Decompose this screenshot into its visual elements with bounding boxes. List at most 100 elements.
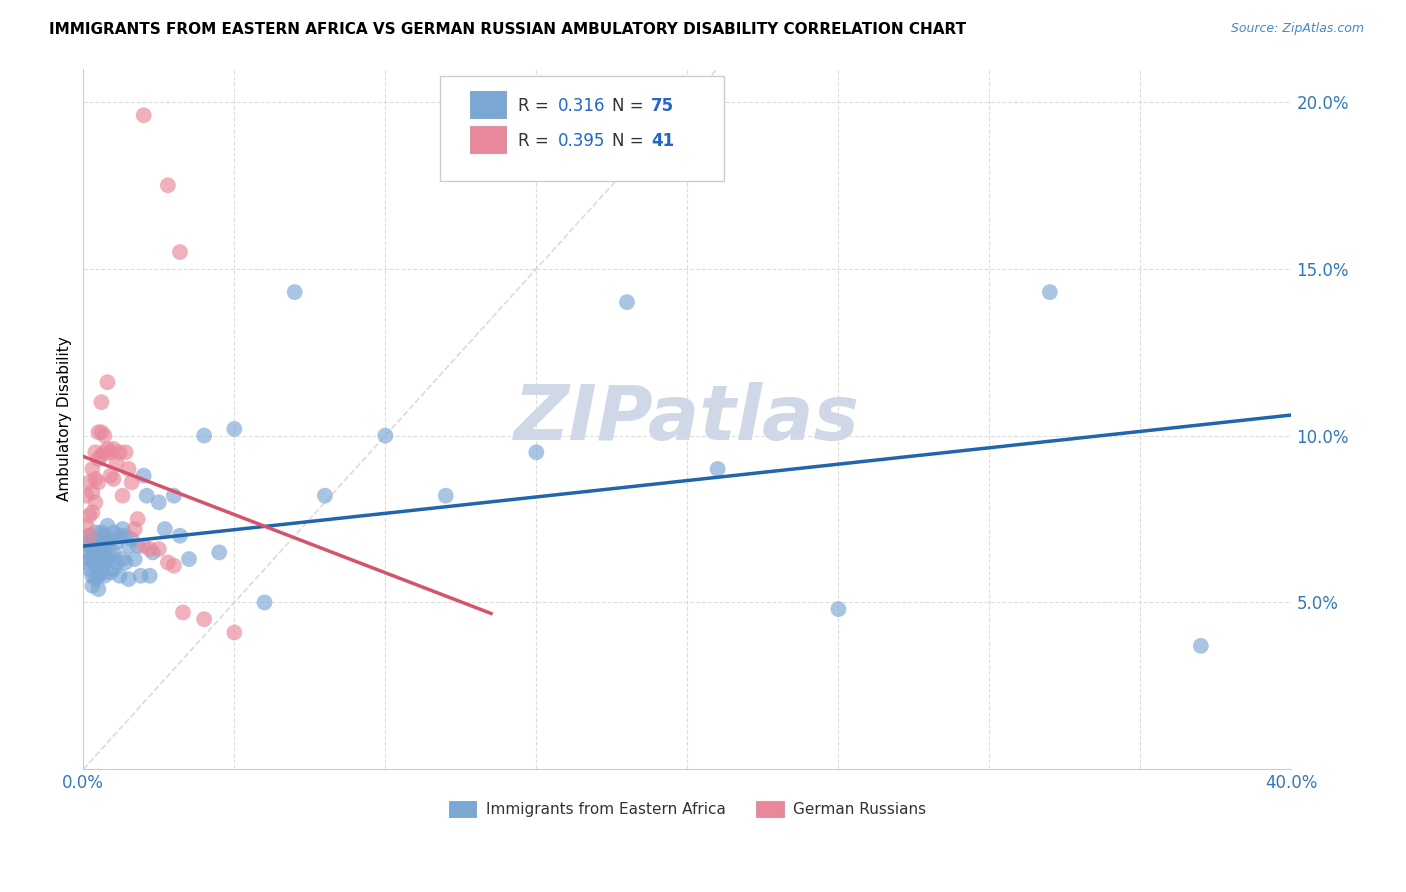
Point: [79, 552, 101, 566]
Point: [87, 568, 110, 582]
Point: [90, 552, 112, 566]
Point: [117, 539, 139, 553]
Point: [84, 525, 107, 540]
Point: [148, 495, 170, 509]
Legend: Immigrants from Eastern Africa, German Russians: Immigrants from Eastern Africa, German R…: [441, 794, 934, 825]
Point: [103, 525, 125, 540]
Point: [148, 542, 170, 557]
Point: [117, 462, 139, 476]
Point: [124, 522, 146, 536]
Point: [84, 558, 107, 573]
Point: [135, 489, 157, 503]
Point: [108, 568, 131, 582]
Point: [90, 525, 112, 540]
Point: [177, 552, 200, 566]
Point: [193, 428, 215, 442]
Point: [82, 532, 104, 546]
Point: [75, 518, 97, 533]
Point: [79, 539, 101, 553]
Point: [132, 468, 155, 483]
Text: Source: ZipAtlas.com: Source: ZipAtlas.com: [1230, 22, 1364, 36]
Text: R =: R =: [519, 96, 554, 115]
Point: [153, 522, 176, 536]
Point: [100, 532, 122, 546]
Point: [163, 558, 186, 573]
Text: 41: 41: [651, 132, 675, 150]
Point: [87, 532, 110, 546]
Text: N =: N =: [613, 132, 650, 150]
Point: [139, 568, 162, 582]
Point: [96, 375, 118, 389]
Point: [169, 529, 191, 543]
Point: [84, 572, 107, 586]
Point: [82, 485, 104, 500]
Point: [93, 445, 115, 459]
Point: [93, 555, 115, 569]
Point: [142, 545, 165, 559]
Point: [129, 568, 152, 582]
Text: IMMIGRANTS FROM EASTERN AFRICA VS GERMAN RUSSIAN AMBULATORY DISABILITY CORRELATI: IMMIGRANTS FROM EASTERN AFRICA VS GERMAN…: [49, 22, 966, 37]
Point: [111, 552, 134, 566]
Point: [96, 535, 118, 549]
Text: R =: R =: [519, 132, 554, 150]
Point: [121, 532, 143, 546]
Point: [114, 555, 136, 569]
Point: [103, 545, 125, 559]
Point: [82, 552, 104, 566]
FancyBboxPatch shape: [440, 76, 724, 181]
Point: [156, 555, 179, 569]
Point: [105, 535, 128, 549]
Point: [90, 425, 112, 440]
Point: [79, 529, 101, 543]
Point: [93, 568, 115, 582]
Point: [103, 442, 125, 456]
FancyBboxPatch shape: [470, 91, 506, 118]
Point: [127, 512, 149, 526]
Point: [103, 562, 125, 576]
Point: [79, 562, 101, 576]
Point: [75, 489, 97, 503]
Point: [84, 545, 107, 559]
Point: [117, 572, 139, 586]
Point: [93, 428, 115, 442]
Point: [108, 529, 131, 543]
Point: [82, 579, 104, 593]
Point: [93, 529, 115, 543]
Text: 0.316: 0.316: [558, 96, 606, 115]
Point: [114, 445, 136, 459]
Point: [87, 582, 110, 596]
Point: [121, 475, 143, 490]
Point: [827, 602, 849, 616]
Text: N =: N =: [613, 96, 650, 115]
Point: [103, 472, 125, 486]
Point: [193, 612, 215, 626]
Point: [93, 542, 115, 557]
Point: [100, 549, 122, 563]
Point: [139, 542, 162, 557]
Text: 75: 75: [651, 96, 675, 115]
Point: [124, 552, 146, 566]
Point: [79, 475, 101, 490]
Point: [87, 542, 110, 557]
Point: [132, 539, 155, 553]
Point: [96, 552, 118, 566]
Text: ZIPatlas: ZIPatlas: [515, 382, 860, 456]
Point: [616, 295, 638, 310]
Point: [105, 555, 128, 569]
Point: [524, 445, 547, 459]
Point: [82, 462, 104, 476]
Point: [169, 245, 191, 260]
Point: [114, 529, 136, 543]
Point: [208, 545, 231, 559]
Point: [284, 285, 307, 299]
Point: [132, 108, 155, 122]
Point: [374, 428, 396, 442]
Point: [111, 489, 134, 503]
Point: [314, 489, 336, 503]
Point: [75, 545, 97, 559]
Point: [90, 566, 112, 580]
Point: [82, 505, 104, 519]
Point: [87, 425, 110, 440]
Point: [96, 518, 118, 533]
Point: [224, 422, 246, 436]
